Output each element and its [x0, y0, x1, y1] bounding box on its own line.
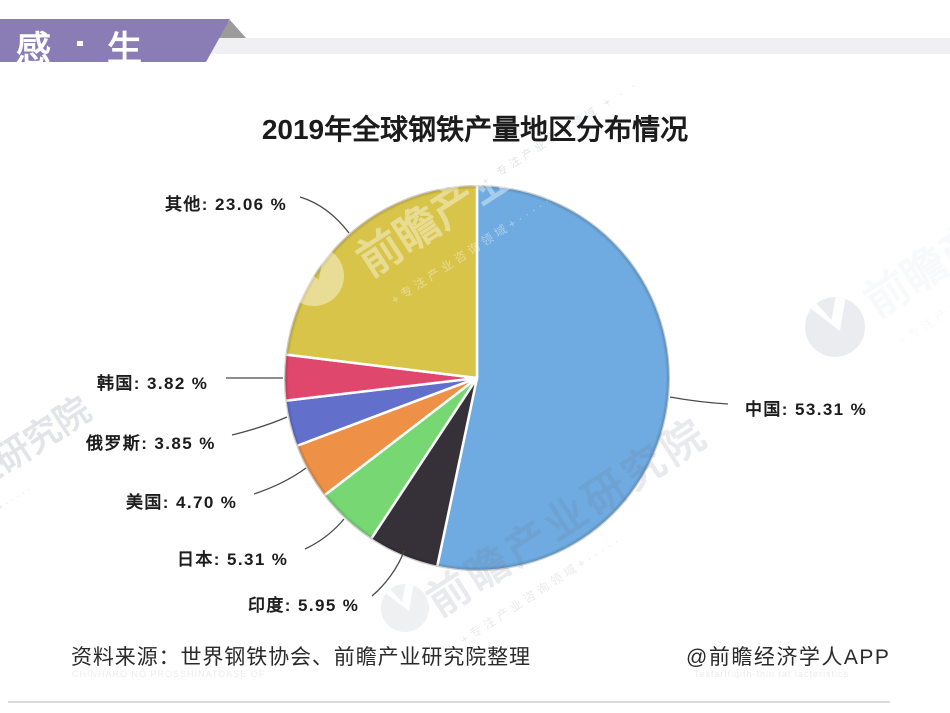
svg-text:前瞻产业研究院: 前瞻产业研究院 — [419, 409, 717, 625]
